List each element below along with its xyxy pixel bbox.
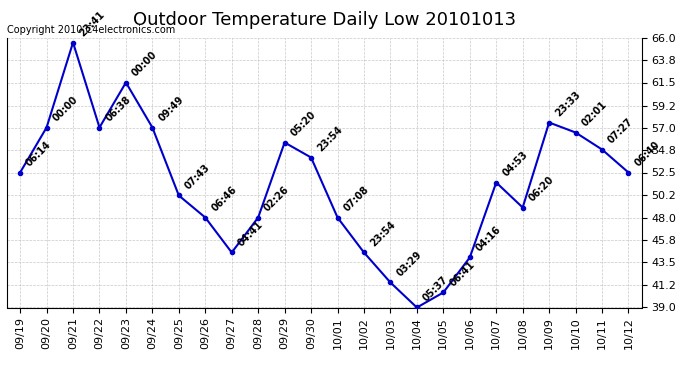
Text: 06:40: 06:40 (633, 140, 662, 168)
Text: 06:41: 06:41 (448, 260, 477, 288)
Text: 23:54: 23:54 (315, 124, 344, 153)
Text: 23:33: 23:33 (553, 89, 582, 118)
Text: 02:26: 02:26 (262, 184, 291, 213)
Text: 06:14: 06:14 (24, 140, 53, 168)
Text: 02:01: 02:01 (580, 99, 609, 128)
Text: 04:16: 04:16 (474, 224, 503, 254)
Text: 06:38: 06:38 (104, 94, 132, 123)
Text: Copyright 2010 C4electronics.com: Copyright 2010 C4electronics.com (7, 25, 175, 35)
Text: 04:53: 04:53 (500, 149, 529, 178)
Text: 07:08: 07:08 (342, 184, 371, 213)
Text: 03:29: 03:29 (395, 249, 424, 278)
Text: 06:46: 06:46 (210, 184, 239, 213)
Text: 05:37: 05:37 (421, 274, 450, 303)
Text: 07:43: 07:43 (183, 162, 212, 191)
Text: 23:41: 23:41 (77, 9, 106, 38)
Text: 07:27: 07:27 (607, 116, 635, 146)
Text: Outdoor Temperature Daily Low 20101013: Outdoor Temperature Daily Low 20101013 (132, 11, 516, 29)
Text: 09:49: 09:49 (157, 94, 186, 123)
Text: 00:00: 00:00 (130, 50, 159, 78)
Text: 00:00: 00:00 (51, 94, 80, 123)
Text: 04:41: 04:41 (236, 219, 265, 248)
Text: 06:20: 06:20 (527, 174, 556, 203)
Text: 05:20: 05:20 (289, 110, 318, 138)
Text: 23:54: 23:54 (368, 219, 397, 248)
